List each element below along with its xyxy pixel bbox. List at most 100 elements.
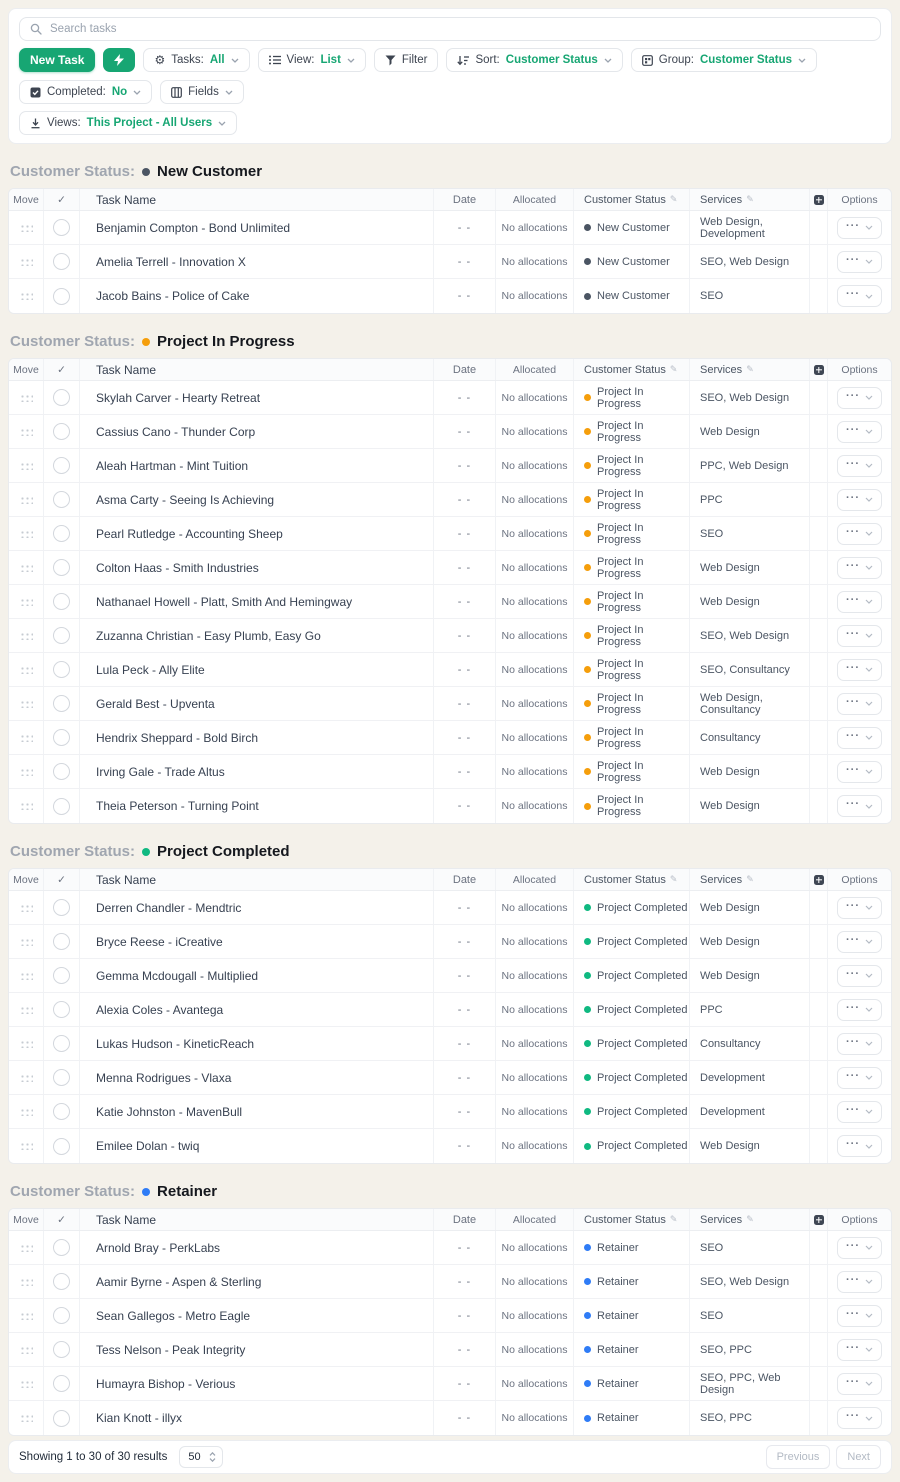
options-button[interactable]: ··· bbox=[837, 964, 882, 987]
task-services[interactable]: SEO bbox=[689, 517, 809, 550]
drag-handle[interactable] bbox=[9, 245, 43, 278]
task-allocated[interactable]: No allocations bbox=[495, 1333, 573, 1366]
edit-column-icon[interactable]: ✎ bbox=[746, 1214, 754, 1224]
task-date[interactable]: - - bbox=[433, 551, 495, 584]
task-complete-checkbox[interactable] bbox=[53, 695, 70, 712]
task-name[interactable]: Alexia Coles - Avantega bbox=[79, 993, 433, 1026]
task-allocated[interactable]: No allocations bbox=[495, 1231, 573, 1264]
edit-column-icon[interactable]: ✎ bbox=[669, 364, 678, 374]
task-complete-checkbox[interactable] bbox=[53, 1307, 70, 1324]
task-complete-checkbox[interactable] bbox=[53, 797, 70, 815]
task-customer-status[interactable]: Project In Progress bbox=[573, 415, 689, 448]
task-date[interactable]: - - bbox=[433, 381, 495, 414]
task-allocated[interactable]: No allocations bbox=[495, 1265, 573, 1298]
drag-handle[interactable] bbox=[9, 925, 43, 958]
task-date[interactable]: - - bbox=[433, 993, 495, 1026]
edit-column-icon[interactable]: ✎ bbox=[669, 194, 678, 204]
task-allocated[interactable]: No allocations bbox=[495, 381, 573, 414]
edit-column-icon[interactable]: ✎ bbox=[669, 1214, 678, 1224]
options-button[interactable]: ··· bbox=[837, 250, 882, 273]
task-allocated[interactable]: No allocations bbox=[495, 551, 573, 584]
task-customer-status[interactable]: Project Completed bbox=[573, 1095, 689, 1128]
task-name[interactable]: Arnold Bray - PerkLabs bbox=[79, 1231, 433, 1264]
task-complete-checkbox[interactable] bbox=[53, 1409, 70, 1427]
task-complete-checkbox[interactable] bbox=[53, 559, 70, 576]
task-name[interactable]: Aleah Hartman - Mint Tuition bbox=[79, 449, 433, 482]
task-allocated[interactable]: No allocations bbox=[495, 1401, 573, 1435]
task-services[interactable]: Web Design bbox=[689, 755, 809, 788]
task-services[interactable]: SEO bbox=[689, 1299, 809, 1332]
options-button[interactable]: ··· bbox=[837, 1407, 882, 1429]
options-button[interactable]: ··· bbox=[837, 1236, 882, 1259]
drag-handle[interactable] bbox=[9, 755, 43, 788]
task-customer-status[interactable]: Retainer bbox=[573, 1401, 689, 1435]
edit-column-icon[interactable]: ✎ bbox=[746, 874, 754, 884]
task-customer-status[interactable]: New Customer bbox=[573, 279, 689, 313]
task-allocated[interactable]: No allocations bbox=[495, 959, 573, 992]
task-services[interactable]: SEO bbox=[689, 279, 809, 313]
options-button[interactable]: ··· bbox=[837, 1066, 882, 1089]
task-name[interactable]: Tess Nelson - Peak Integrity bbox=[79, 1333, 433, 1366]
task-complete-checkbox[interactable] bbox=[53, 1001, 70, 1018]
task-name[interactable]: Cassius Cano - Thunder Corp bbox=[79, 415, 433, 448]
task-complete-checkbox[interactable] bbox=[53, 1035, 70, 1052]
task-services[interactable]: PPC bbox=[689, 993, 809, 1026]
options-button[interactable]: ··· bbox=[837, 896, 882, 919]
task-customer-status[interactable]: Project In Progress bbox=[573, 721, 689, 754]
task-complete-checkbox[interactable] bbox=[53, 287, 70, 305]
task-allocated[interactable]: No allocations bbox=[495, 755, 573, 788]
drag-handle[interactable] bbox=[9, 1299, 43, 1332]
task-customer-status[interactable]: Project Completed bbox=[573, 925, 689, 958]
options-button[interactable]: ··· bbox=[837, 556, 882, 579]
task-customer-status[interactable]: Project In Progress bbox=[573, 449, 689, 482]
task-complete-checkbox[interactable] bbox=[53, 1341, 70, 1358]
add-column-icon[interactable] bbox=[813, 874, 824, 885]
task-customer-status[interactable]: Project Completed bbox=[573, 1027, 689, 1060]
drag-handle[interactable] bbox=[9, 687, 43, 720]
task-date[interactable]: - - bbox=[433, 619, 495, 652]
task-allocated[interactable]: No allocations bbox=[495, 721, 573, 754]
task-customer-status[interactable]: Project Completed bbox=[573, 1061, 689, 1094]
task-customer-status[interactable]: Project In Progress bbox=[573, 755, 689, 788]
sort-dropdown[interactable]: Sort: Customer Status bbox=[446, 48, 623, 72]
task-customer-status[interactable]: Retainer bbox=[573, 1333, 689, 1366]
task-date[interactable]: - - bbox=[433, 449, 495, 482]
page-size-select[interactable]: 50 bbox=[179, 1446, 224, 1468]
drag-handle[interactable] bbox=[9, 891, 43, 924]
task-complete-checkbox[interactable] bbox=[53, 933, 70, 950]
task-complete-checkbox[interactable] bbox=[53, 457, 70, 474]
task-services[interactable]: SEO bbox=[689, 1231, 809, 1264]
task-name[interactable]: Bryce Reese - iCreative bbox=[79, 925, 433, 958]
new-task-button[interactable]: New Task bbox=[19, 48, 96, 72]
task-date[interactable]: - - bbox=[433, 1027, 495, 1060]
task-date[interactable]: - - bbox=[433, 653, 495, 686]
task-name[interactable]: Gemma Mcdougall - Multiplied bbox=[79, 959, 433, 992]
edit-column-icon[interactable]: ✎ bbox=[746, 364, 754, 374]
task-allocated[interactable]: No allocations bbox=[495, 1061, 573, 1094]
options-button[interactable]: ··· bbox=[837, 624, 882, 647]
task-date[interactable]: - - bbox=[433, 1265, 495, 1298]
task-date[interactable]: - - bbox=[433, 1299, 495, 1332]
options-button[interactable]: ··· bbox=[837, 658, 882, 681]
edit-column-icon[interactable]: ✎ bbox=[746, 194, 754, 204]
task-customer-status[interactable]: Project Completed bbox=[573, 993, 689, 1026]
task-services[interactable]: Development bbox=[689, 1095, 809, 1128]
previous-button[interactable]: Previous bbox=[765, 1445, 831, 1469]
task-name[interactable]: Hendrix Sheppard - Bold Birch bbox=[79, 721, 433, 754]
drag-handle[interactable] bbox=[9, 279, 43, 313]
task-allocated[interactable]: No allocations bbox=[495, 279, 573, 313]
task-name[interactable]: Irving Gale - Trade Altus bbox=[79, 755, 433, 788]
task-allocated[interactable]: No allocations bbox=[495, 245, 573, 278]
group-dropdown[interactable]: Group: Customer Status bbox=[630, 48, 817, 72]
task-customer-status[interactable]: Project In Progress bbox=[573, 517, 689, 550]
drag-handle[interactable] bbox=[9, 211, 43, 244]
task-name[interactable]: Pearl Rutledge - Accounting Sheep bbox=[79, 517, 433, 550]
options-button[interactable]: ··· bbox=[837, 1135, 882, 1157]
task-complete-checkbox[interactable] bbox=[53, 253, 70, 270]
task-name[interactable]: Nathanael Howell - Platt, Smith And Hemi… bbox=[79, 585, 433, 618]
task-allocated[interactable]: No allocations bbox=[495, 1299, 573, 1332]
options-button[interactable]: ··· bbox=[837, 1100, 882, 1123]
task-services[interactable]: Consultancy bbox=[689, 721, 809, 754]
task-allocated[interactable]: No allocations bbox=[495, 449, 573, 482]
task-customer-status[interactable]: Project Completed bbox=[573, 1129, 689, 1163]
